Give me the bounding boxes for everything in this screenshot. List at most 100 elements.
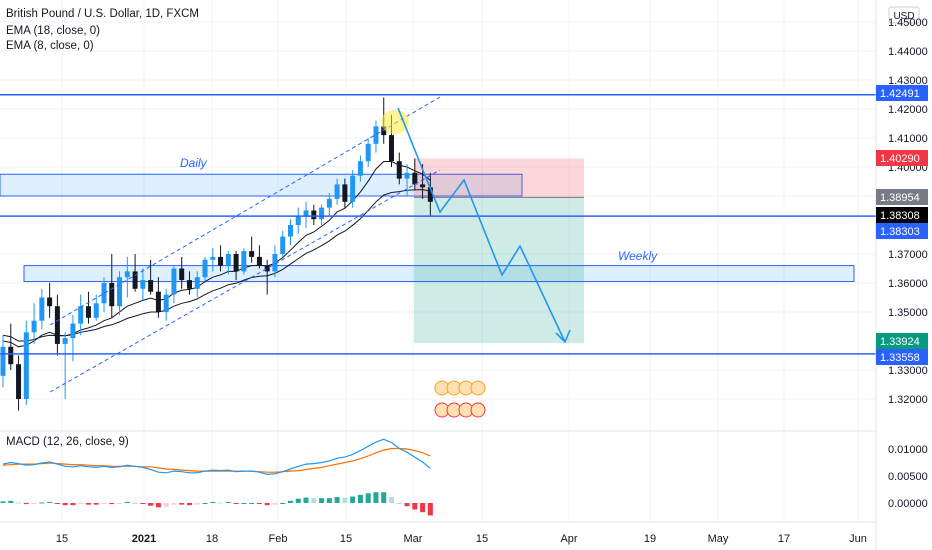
- macd-histogram-bar: [295, 498, 301, 503]
- candle: [54, 294, 60, 356]
- candle: [272, 245, 278, 278]
- time-axis-tick: Mar: [404, 533, 423, 545]
- macd-histogram-bar: [396, 503, 402, 504]
- price-axis-tick: 1.45000: [888, 17, 928, 29]
- macd-histogram-bar: [249, 503, 255, 504]
- candle-body: [404, 172, 410, 179]
- macd-histogram-bar: [311, 498, 317, 503]
- candle: [319, 204, 325, 225]
- macd-histogram-bar: [155, 503, 161, 508]
- macd-legend: MACD (12, 26, close, 9): [6, 436, 129, 448]
- candle-body: [16, 364, 22, 399]
- candle-body: [23, 332, 29, 399]
- macd-histogram-bar: [16, 502, 22, 504]
- macd-histogram-bar: [93, 503, 99, 505]
- macd-histogram-bar: [420, 503, 426, 513]
- price-tag-bg: [876, 349, 928, 365]
- take-profit-zone: [414, 197, 584, 344]
- macd-histogram-bar: [225, 501, 231, 503]
- candle-body: [373, 126, 379, 144]
- macd-histogram-bar: [31, 503, 37, 504]
- price-tag: 1.38954: [876, 189, 928, 205]
- candle-body: [272, 254, 278, 272]
- macd-line: [2, 438, 431, 476]
- candle: [233, 251, 239, 281]
- candle: [326, 193, 332, 217]
- candle-body: [342, 184, 348, 202]
- macd-histogram-bar: [303, 497, 309, 503]
- price-axis-tick: 1.43000: [888, 75, 928, 87]
- candle: [357, 155, 363, 182]
- time-axis-tick: Apr: [560, 533, 577, 545]
- price-axis-tick: 1.37000: [888, 249, 928, 261]
- time-axis-tick: 18: [206, 533, 218, 545]
- price-tag-label: 1.40290: [880, 153, 920, 165]
- candle-body: [62, 338, 68, 344]
- price-tag-label: 1.42491: [880, 88, 920, 100]
- price-axis-tick: 1.36000: [888, 278, 928, 290]
- candle-body: [303, 210, 309, 217]
- candle-body: [171, 268, 177, 295]
- macd-histogram-bar: [124, 501, 130, 503]
- candle: [93, 294, 99, 321]
- macd-histogram-bar: [427, 503, 433, 516]
- candle: [373, 120, 379, 153]
- candle: [186, 271, 192, 295]
- candle-body: [350, 175, 356, 202]
- candle: [303, 201, 309, 228]
- daily-zone-box: [0, 173, 523, 197]
- candle: [404, 164, 410, 196]
- candle-body: [54, 306, 60, 344]
- candle-body: [194, 277, 200, 289]
- candle-body: [117, 277, 123, 307]
- price-axis-tick: 1.33000: [888, 365, 928, 377]
- macd-histogram-bar: [319, 498, 325, 503]
- macd-histogram-bar: [287, 500, 293, 503]
- candle-body: [47, 297, 53, 307]
- macd-histogram-bar: [350, 496, 356, 503]
- macd-histogram-bar: [365, 493, 371, 503]
- candle: [47, 283, 53, 318]
- candle: [412, 158, 418, 191]
- candle-body: [85, 306, 91, 318]
- price-tag-label: 1.33558: [880, 352, 920, 364]
- macd-histogram-bar: [389, 497, 394, 503]
- price-tag-bg: [876, 150, 928, 166]
- time-axis-tick: 15: [340, 533, 352, 545]
- ema-fast-legend: EMA (8, close, 0): [6, 40, 94, 52]
- candle: [365, 138, 371, 167]
- currency-button[interactable]: USD: [888, 6, 920, 24]
- macd-histogram-bar: [171, 503, 177, 505]
- macd-histogram-bar: [233, 503, 239, 504]
- macd-histogram-bar: [132, 503, 138, 504]
- price-axis-tick: 1.35000: [888, 307, 928, 319]
- macd-histogram-bar: [47, 501, 53, 503]
- macd-histogram-bar: [140, 503, 146, 504]
- candle-body: [155, 291, 161, 312]
- candle-body: [365, 143, 371, 162]
- event-markers[interactable]: [434, 380, 486, 418]
- candle: [23, 320, 29, 405]
- macd-histogram-bar: [70, 503, 76, 506]
- macd-axis-tick: 0.01000: [888, 444, 928, 456]
- price-tag-bg: [876, 85, 928, 101]
- price-tag-bg: [876, 189, 928, 205]
- price-tag-label: 1.38303: [880, 226, 920, 238]
- candle: [109, 254, 115, 318]
- price-tag-label: 1.38954: [880, 192, 920, 204]
- candle: [140, 268, 146, 301]
- candle-body: [396, 161, 402, 179]
- candle-body: [101, 283, 107, 304]
- candle-body: [186, 280, 192, 289]
- ema-slow-legend: EMA (18, close, 0): [6, 25, 100, 37]
- weekly-zone-box: [23, 265, 855, 283]
- candle: [256, 245, 262, 269]
- candle-body: [78, 306, 84, 324]
- candle-body: [109, 283, 115, 307]
- macd-histogram-bar: [0, 501, 6, 503]
- macd-histogram-bar: [280, 503, 286, 504]
- price-axis-tick: 1.32000: [888, 394, 928, 406]
- candle-body: [202, 259, 208, 278]
- projection-arrowhead: [555, 329, 571, 344]
